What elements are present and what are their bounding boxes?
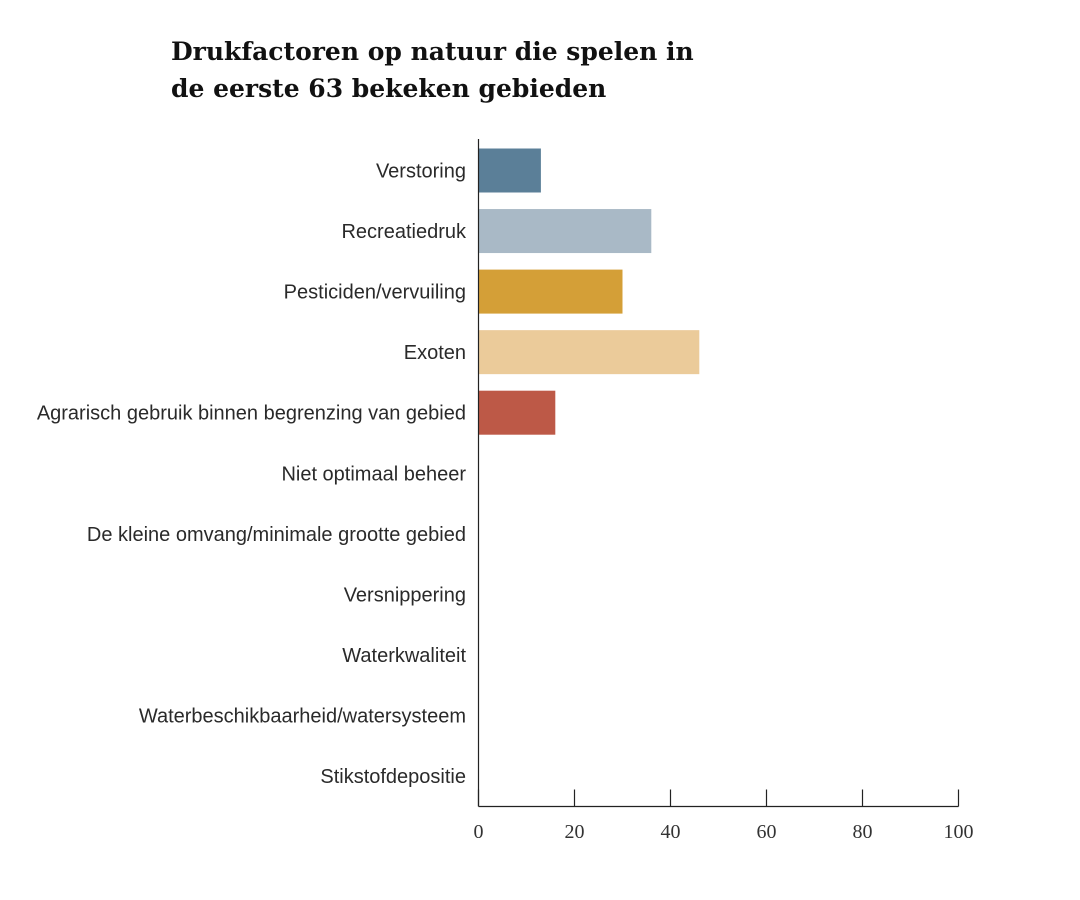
bar <box>478 330 700 375</box>
chart-title-line-1: Drukfactoren op natuur die spelen in <box>171 37 694 66</box>
x-tick-label: 40 <box>661 821 681 843</box>
category-label: Waterbeschikbaarheid/watersysteem <box>139 705 466 727</box>
x-tick-label: 20 <box>565 821 585 843</box>
bars <box>478 148 700 435</box>
bar <box>478 269 623 314</box>
x-tick-label: 60 <box>757 821 777 843</box>
x-tick-label: 0 <box>474 821 484 843</box>
category-label: Exoten <box>404 342 466 364</box>
chart-title-line-2: de eerste 63 bekeken gebieden <box>171 74 607 103</box>
category-label: De kleine omvang/minimale grootte gebied <box>87 524 466 546</box>
x-ticks <box>477 789 960 807</box>
category-label: Niet optimaal beheer <box>281 463 466 485</box>
category-label: Versnippering <box>344 584 466 606</box>
category-label: Pesticiden/vervuiling <box>284 282 466 304</box>
category-label: Verstoring <box>376 161 466 183</box>
category-label: Waterkwaliteit <box>342 645 466 667</box>
x-tick-label: 100 <box>944 821 974 843</box>
category-label: Recreatiedruk <box>341 221 467 243</box>
bar <box>478 148 541 193</box>
x-tick-label: 80 <box>853 821 873 843</box>
x-tick-labels: 0 20 40 60 80 100 <box>474 821 974 843</box>
category-label: Agrarisch gebruik binnen begrenzing van … <box>37 403 466 425</box>
chart-title: Drukfactoren op natuur die spelen in de … <box>171 33 731 107</box>
category-labels: Verstoring Recreatiedruk Pesticiden/vervui… <box>37 161 467 789</box>
bar <box>478 209 652 254</box>
category-label: Stikstofdepositie <box>320 766 466 788</box>
bar <box>478 390 556 435</box>
